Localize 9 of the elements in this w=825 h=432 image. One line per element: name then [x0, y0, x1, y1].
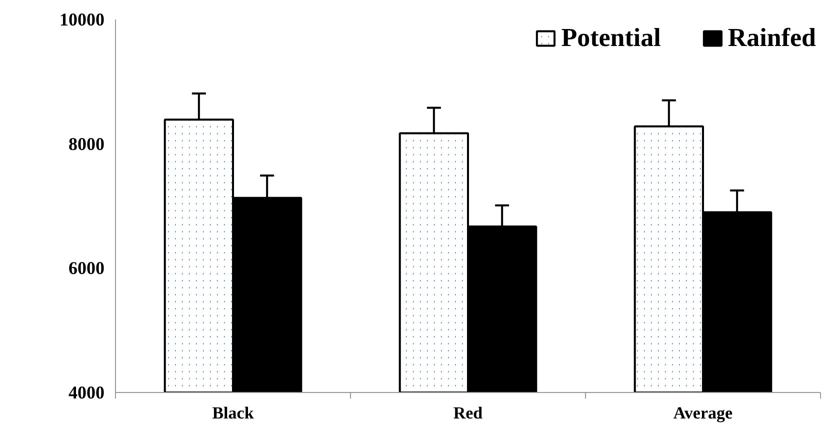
x-tick-label: Black [212, 404, 254, 422]
y-tick-label: 8000 [68, 134, 104, 154]
y-tick-label: 6000 [68, 258, 104, 278]
y-tick-label: 4000 [68, 382, 104, 402]
x-tick-label: Red [453, 404, 484, 422]
legend-label: Rainfed [728, 23, 816, 53]
legend-label: Potential [561, 23, 661, 53]
y-tick-label: 10000 [60, 10, 104, 30]
x-tick-label: Average [673, 404, 734, 422]
